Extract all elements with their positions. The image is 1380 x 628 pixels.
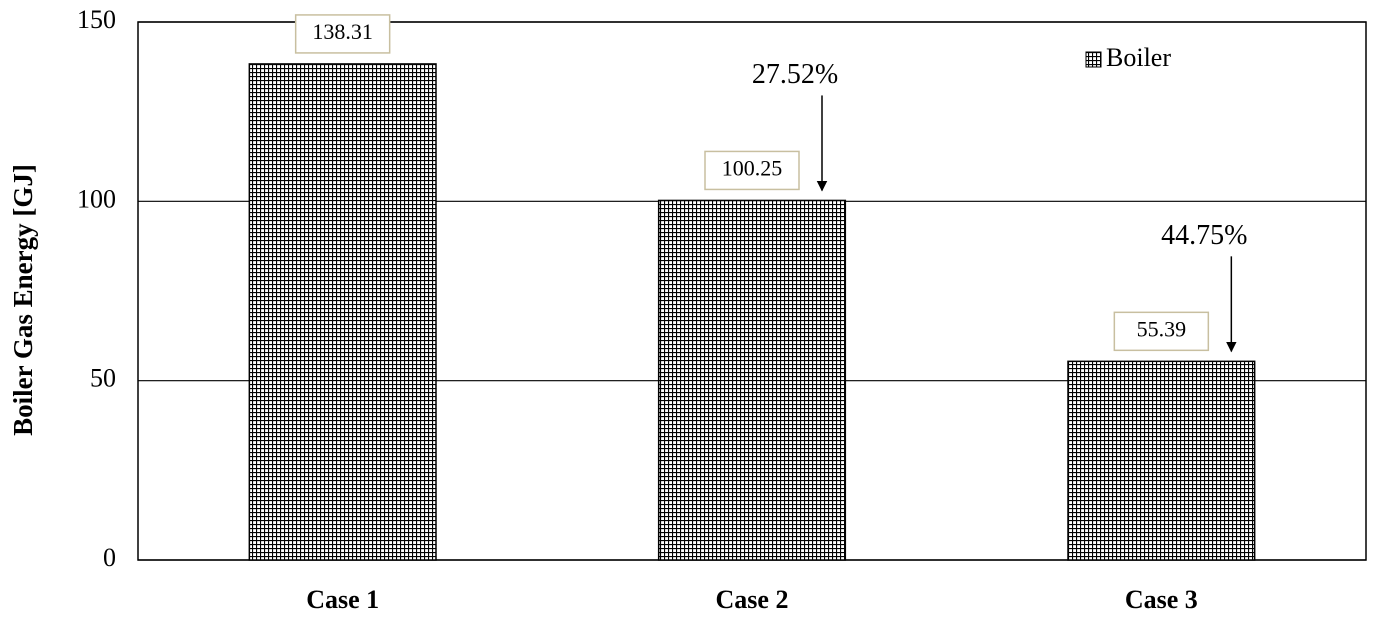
legend-swatch — [1085, 51, 1102, 68]
bar — [248, 63, 437, 561]
bar — [657, 199, 847, 561]
data-label-box — [1113, 311, 1210, 352]
x-tick-label: Case 1 — [306, 585, 379, 614]
data-label: 100.25 — [722, 155, 783, 180]
y-axis-label: Boiler Gas Energy [GJ] — [8, 164, 38, 436]
y-tick-label: 50 — [90, 364, 116, 393]
y-tick-label: 150 — [77, 5, 116, 34]
bar — [1067, 360, 1256, 561]
annotation: 27.52% — [752, 59, 838, 90]
y-tick-label: 0 — [103, 543, 116, 572]
annotation: 44.75% — [1161, 220, 1247, 251]
legend-label: Boiler — [1106, 43, 1171, 72]
data-label: 138.31 — [312, 19, 373, 44]
x-tick-label: Case 3 — [1125, 585, 1198, 614]
data-label-box — [704, 150, 800, 191]
y-tick-label: 100 — [77, 184, 116, 213]
data-label-box — [294, 14, 391, 54]
data-label: 55.39 — [1137, 316, 1187, 341]
x-tick-label: Case 2 — [716, 585, 789, 614]
